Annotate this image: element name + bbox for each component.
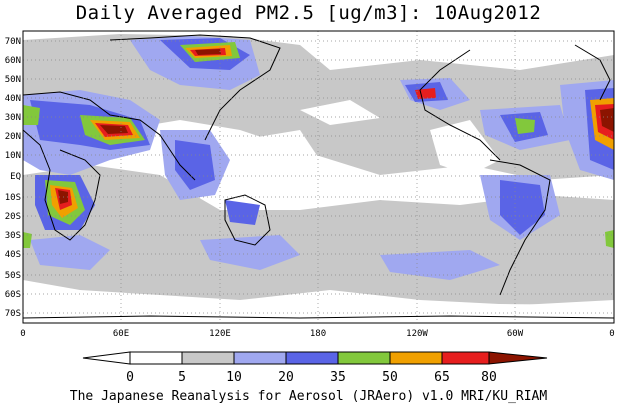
lat-label: 60S [5,290,21,300]
lat-label: EQ [10,172,21,182]
lat-label: 40S [5,250,21,260]
colorbar-tick: 80 [481,370,497,385]
lat-label: 50S [5,271,21,281]
lat-label: 70S [5,309,21,319]
lat-label: 10S [5,193,21,203]
colorbar-tick: 5 [178,370,186,385]
lon-label: 0 [609,329,614,339]
footer-credit: The Japanese Reanalysis for Aerosol (JRA… [69,389,548,404]
plot-frame [22,30,615,324]
concentration-fields [23,34,614,323]
lat-label: 30N [5,113,21,123]
colorbar-cell [285,351,339,365]
gridlines [23,31,614,323]
lat-label: 60N [5,56,21,66]
field-0-5 [23,100,614,323]
lat-label: 10N [5,151,21,161]
lon-labels: 0 60E 120E 180 120W 60W 0 [20,329,614,339]
lon-label: 60W [507,329,524,339]
lat-labels: 70N 60N 50N 40N 30N 20N 10N EQ 10S 20S 3… [5,37,21,319]
colorbar-tick: 10 [226,370,242,385]
lat-label: 20N [5,132,21,142]
colorbar-cell [389,351,443,365]
lon-label: 120W [406,329,428,339]
colorbar-cell [181,351,235,365]
lat-label: 50N [5,75,21,85]
lon-label: 0 [20,329,25,339]
lon-label: 60E [113,329,129,339]
colorbar-tick: 65 [434,370,450,385]
map-title: Daily Averaged PM2.5 [ug/m3]: 10Aug2012 [75,2,542,24]
colorbar-tick: 50 [382,370,398,385]
lon-label: 120E [209,329,231,339]
colorbar-tick: 35 [330,370,346,385]
colorbar-cell [441,351,490,365]
lat-label: 20S [5,212,21,222]
colorbar-tick: 0 [126,370,134,385]
lat-label: 30S [5,231,21,241]
colorbar: 0 5 10 20 35 50 65 80 [82,351,548,385]
lon-label: 180 [310,329,326,339]
colorbar-cell [233,351,287,365]
colorbar-cell [337,351,391,365]
colorbar-high-arrow [488,351,548,365]
colorbar-cell [129,351,183,365]
colorbar-low-arrow [82,351,131,365]
colorbar-tick: 20 [278,370,294,385]
lat-label: 40N [5,94,21,104]
lat-label: 70N [5,37,21,47]
coastlines [23,34,614,319]
